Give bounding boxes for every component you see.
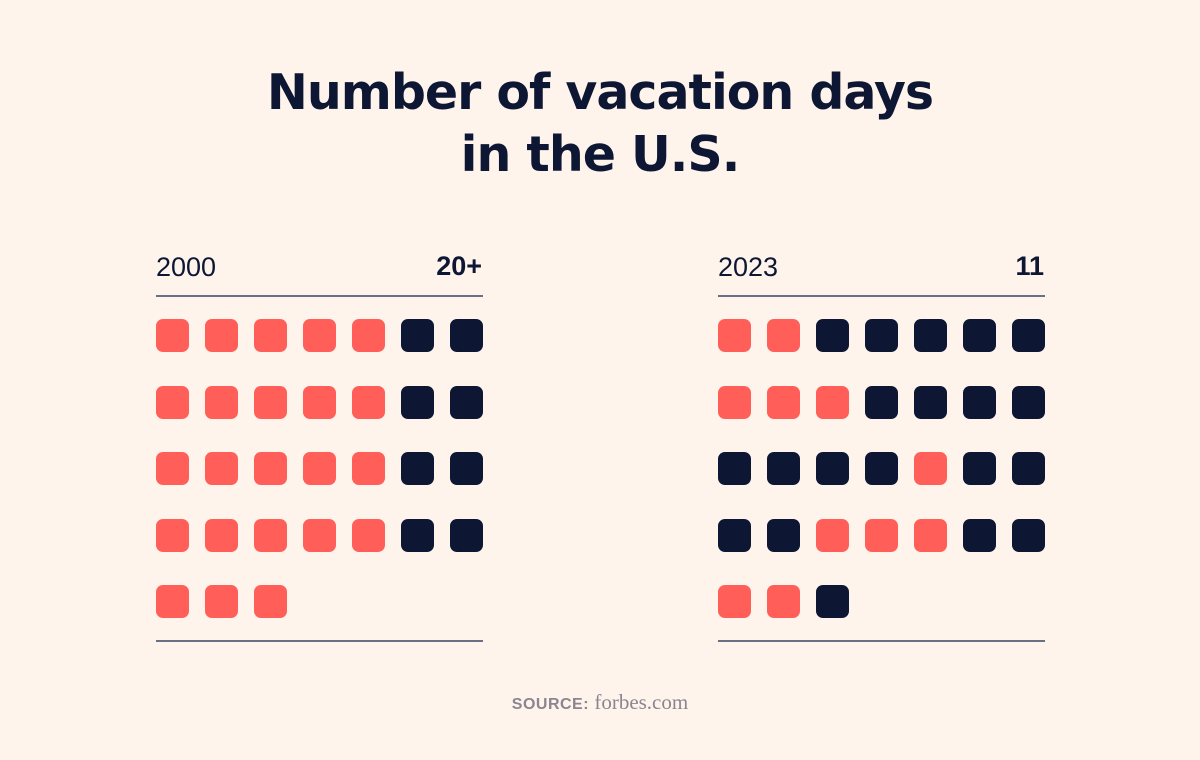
divider-bottom	[156, 640, 483, 642]
panel-2000: 2000 20+	[156, 248, 483, 642]
chart-title-line-2: in the U.S.	[460, 126, 741, 183]
vacation-day-cell	[767, 585, 800, 618]
waffle-grid	[156, 319, 483, 619]
non-vacation-day-cell	[963, 385, 996, 419]
non-vacation-day-cell	[816, 452, 849, 485]
chart-title: Number of vacation days in the U.S.	[0, 62, 1200, 186]
vacation-day-cell	[205, 518, 238, 552]
vacation-day-cell	[254, 385, 287, 419]
divider-bottom	[718, 640, 1045, 642]
vacation-day-cell	[156, 452, 189, 485]
source-note: SOURCE: forbes.com	[0, 690, 1200, 715]
waffle-grid	[718, 319, 1045, 619]
chart-title-line-1: Number of vacation days	[266, 64, 934, 121]
non-vacation-day-cell	[767, 452, 800, 485]
non-vacation-day-cell	[401, 385, 434, 419]
non-vacation-day-cell	[914, 385, 947, 419]
non-vacation-day-cell	[718, 518, 751, 552]
non-vacation-day-cell	[450, 452, 483, 485]
non-vacation-day-cell	[816, 585, 849, 618]
vacation-day-cell	[718, 319, 751, 352]
non-vacation-day-cell	[963, 452, 996, 485]
non-vacation-day-cell	[1012, 385, 1045, 419]
vacation-day-cell	[254, 585, 287, 618]
year-label: 2023	[718, 252, 779, 282]
source-label: SOURCE:	[511, 696, 590, 713]
vacation-day-cell	[865, 518, 898, 552]
non-vacation-day-cell	[401, 319, 434, 352]
non-vacation-day-cell	[865, 319, 898, 352]
non-vacation-day-cell	[450, 518, 483, 552]
divider-top	[718, 295, 1045, 297]
vacation-day-cell	[303, 385, 336, 419]
non-vacation-day-cell	[401, 518, 434, 552]
non-vacation-day-cell	[865, 385, 898, 419]
divider-top	[156, 295, 483, 297]
non-vacation-day-cell	[914, 319, 947, 352]
vacation-day-cell	[254, 518, 287, 552]
non-vacation-day-cell	[450, 385, 483, 419]
non-vacation-day-cell	[816, 319, 849, 352]
vacation-day-cell	[303, 452, 336, 485]
vacation-day-cell	[914, 452, 947, 485]
non-vacation-day-cell	[1012, 319, 1045, 352]
vacation-day-cell	[816, 518, 849, 552]
vacation-day-cell	[156, 518, 189, 552]
vacation-days-value: 11	[1015, 251, 1044, 281]
vacation-day-cell	[718, 585, 751, 618]
vacation-day-cell	[156, 385, 189, 419]
vacation-day-cell	[816, 385, 849, 419]
vacation-day-cell	[303, 518, 336, 552]
non-vacation-day-cell	[450, 319, 483, 352]
vacation-day-cell	[205, 385, 238, 419]
non-vacation-day-cell	[718, 452, 751, 485]
vacation-day-cell	[718, 385, 751, 419]
vacation-day-cell	[205, 452, 238, 485]
panel-2023: 2023 11	[718, 248, 1045, 642]
non-vacation-day-cell	[963, 518, 996, 552]
vacation-day-cell	[254, 452, 287, 485]
non-vacation-day-cell	[865, 452, 898, 485]
vacation-day-cell	[767, 319, 800, 352]
vacation-day-cell	[156, 585, 189, 618]
non-vacation-day-cell	[767, 518, 800, 552]
panel-header: 2000 20+	[156, 248, 483, 288]
non-vacation-day-cell	[1012, 518, 1045, 552]
non-vacation-day-cell	[1012, 452, 1045, 485]
vacation-day-cell	[254, 319, 287, 352]
vacation-day-cell	[352, 518, 385, 552]
vacation-day-cell	[205, 585, 238, 618]
non-vacation-day-cell	[963, 319, 996, 352]
vacation-day-cell	[303, 319, 336, 352]
vacation-day-cell	[156, 319, 189, 352]
vacation-day-cell	[352, 319, 385, 352]
year-label: 2000	[156, 252, 217, 282]
source-link[interactable]: forbes.com	[594, 690, 689, 714]
vacation-days-value: 20+	[436, 251, 482, 281]
vacation-day-cell	[352, 385, 385, 419]
vacation-day-cell	[767, 385, 800, 419]
vacation-day-cell	[205, 319, 238, 352]
non-vacation-day-cell	[401, 452, 434, 485]
vacation-day-cell	[914, 518, 947, 552]
panel-header: 2023 11	[718, 248, 1045, 288]
vacation-day-cell	[352, 452, 385, 485]
